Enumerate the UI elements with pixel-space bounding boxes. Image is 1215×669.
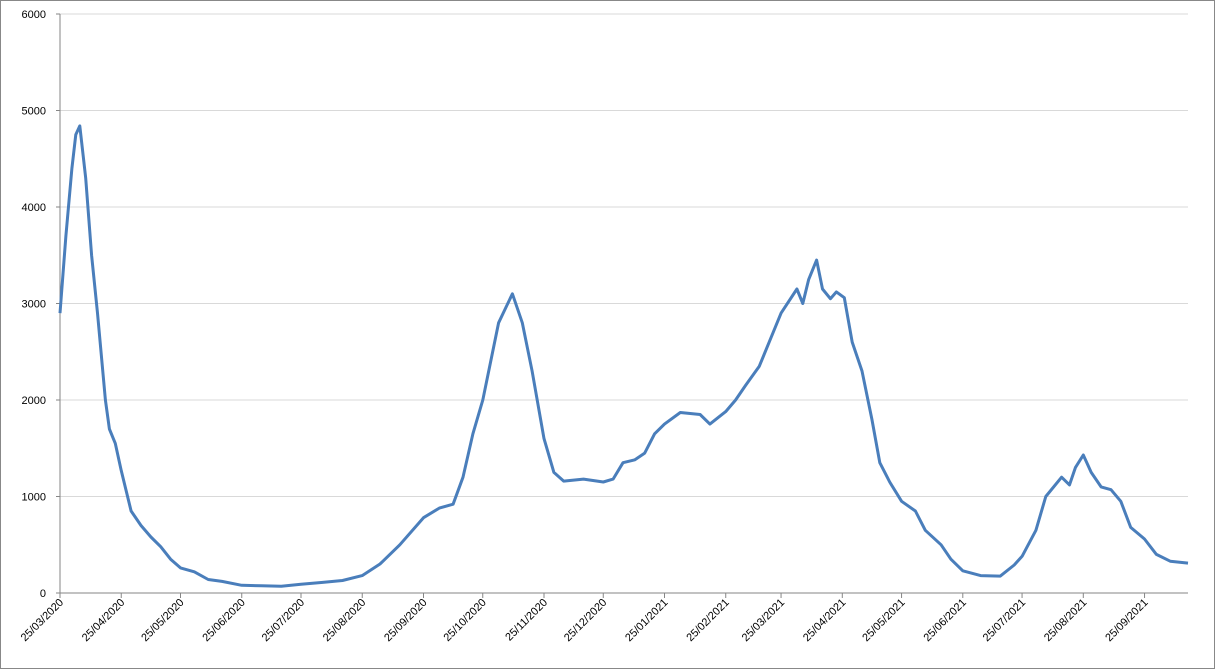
y-tick-label: 5000 <box>22 106 46 118</box>
y-tick-label: 6000 <box>22 9 46 21</box>
y-tick-label: 2000 <box>22 395 46 407</box>
y-tick-label: 1000 <box>22 492 46 504</box>
y-tick-label: 3000 <box>22 299 46 311</box>
data-line <box>58 124 1189 588</box>
y-tick-label: 4000 <box>22 202 46 214</box>
y-tick-label: 0 <box>40 588 46 600</box>
